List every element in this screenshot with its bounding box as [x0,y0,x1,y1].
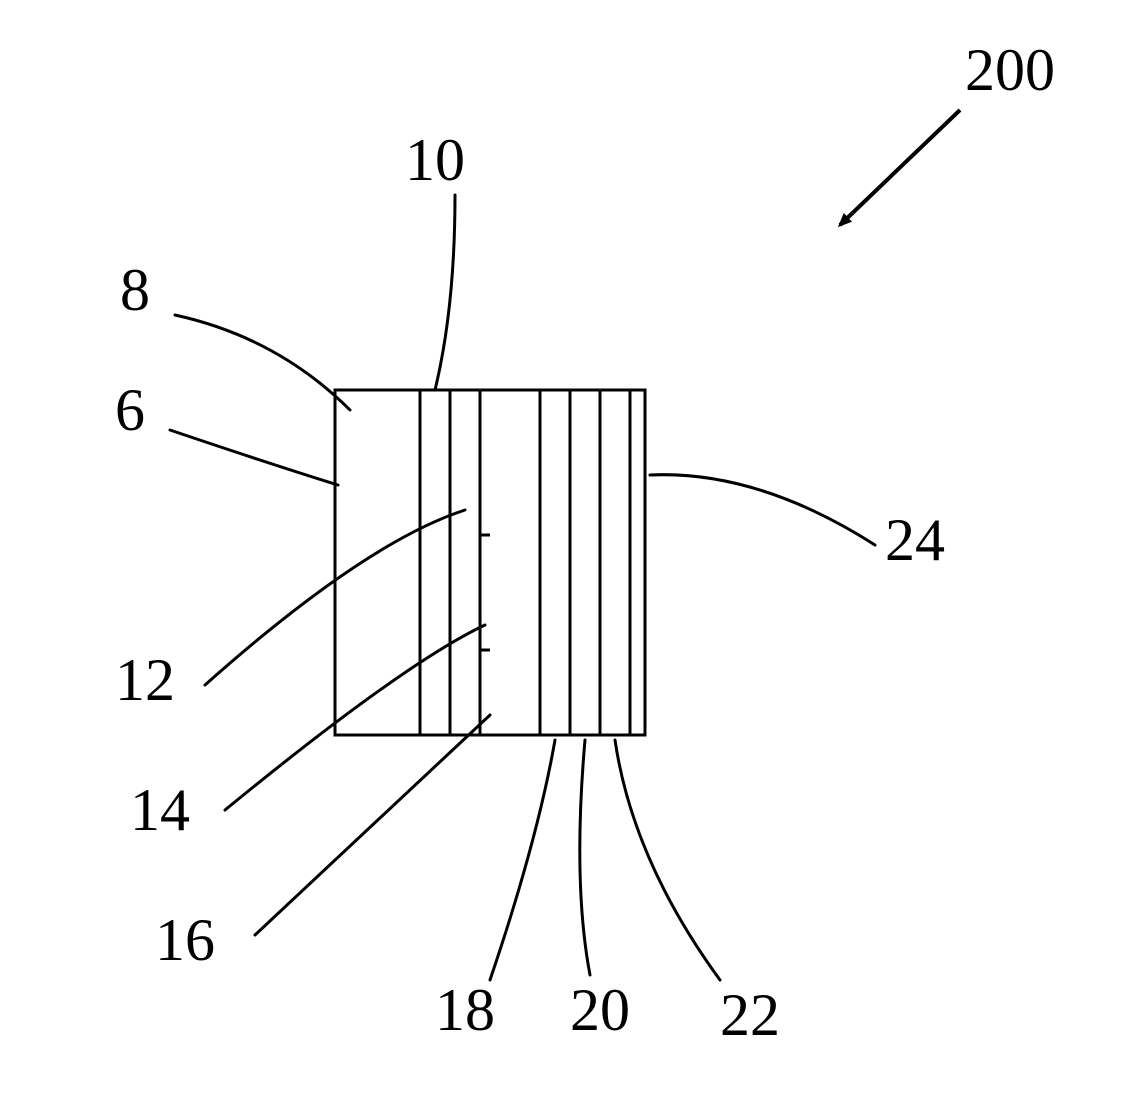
ref-label-20: 20 [570,977,630,1043]
callout-20: 20 [570,740,630,1043]
ref-label-6: 6 [115,377,145,443]
figure-number-arrow [840,110,960,225]
ref-label-24: 24 [885,507,945,573]
callout-12: 12 [115,510,465,713]
leader-18 [490,740,555,980]
leader-16 [255,715,490,935]
ref-label-14: 14 [130,777,190,843]
patent-figure: 200 8 6 10 12 14 16 18 20 22 24 [0,0,1144,1114]
ref-label-18: 18 [435,977,495,1043]
ref-label-10: 10 [405,127,465,193]
callout-18: 18 [435,740,555,1043]
ref-label-12: 12 [115,647,175,713]
layered-block [335,390,645,735]
callout-10: 10 [405,127,465,390]
leader-6 [170,430,338,485]
leader-14 [225,625,485,810]
leader-10 [435,195,455,390]
callout-24: 24 [650,475,945,573]
callout-8: 8 [120,257,350,410]
ref-label-22: 22 [720,982,780,1048]
leader-24 [650,475,875,545]
leader-20 [580,740,590,975]
figure-number: 200 [965,37,1055,103]
callout-22: 22 [615,740,780,1048]
callout-6: 6 [115,377,338,485]
leader-22 [615,740,720,980]
callout-16: 16 [155,715,490,973]
leader-8 [175,315,350,410]
ref-label-16: 16 [155,907,215,973]
ref-label-8: 8 [120,257,150,323]
